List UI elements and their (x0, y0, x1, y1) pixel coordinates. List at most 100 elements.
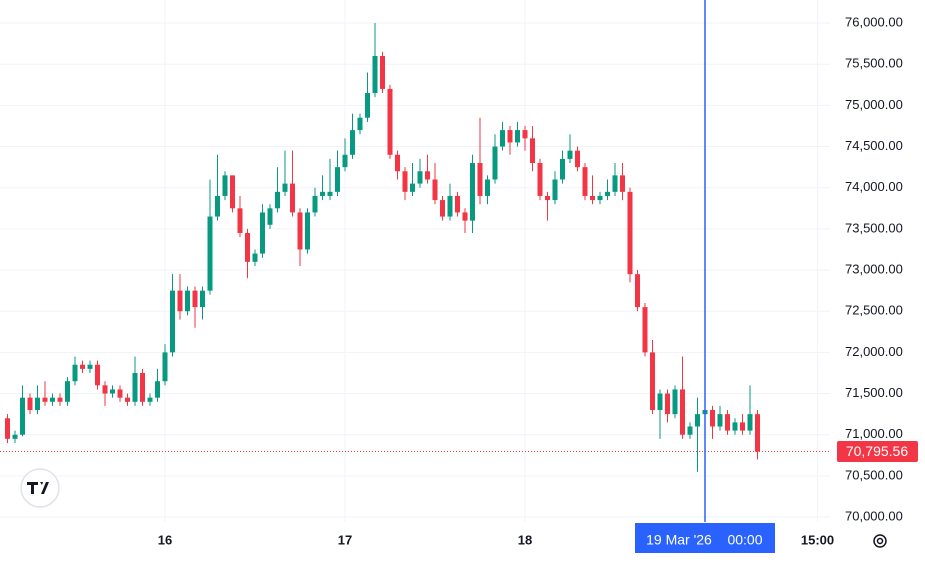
y-tick-label: 74,000.00 (845, 179, 903, 194)
candle-body (27, 397, 33, 411)
overlay: 70,000.00 70,500.00 71,000.00 71,500.00 72,0… (0, 0, 918, 553)
candle-body (155, 381, 160, 398)
y-tick-label: 73,500.00 (845, 220, 903, 235)
y-tick-label: 70,500.00 (845, 467, 903, 482)
candle-body (635, 274, 640, 308)
candle-body (425, 171, 430, 180)
candle-body (627, 191, 633, 275)
candle-body (470, 163, 475, 221)
candle-body (260, 212, 265, 254)
candle-body (590, 195, 595, 201)
candle-body (537, 163, 543, 196)
x-tick-label: 17 (338, 532, 352, 547)
candle-body (80, 364, 85, 369)
candle-body (710, 410, 715, 427)
candle-body (665, 393, 670, 415)
candle-body (207, 216, 213, 291)
candle-body (642, 307, 648, 353)
candle-body (170, 290, 175, 353)
candle-body (410, 183, 415, 192)
candle-body (455, 195, 460, 213)
candle-body (252, 253, 258, 262)
candle-body (230, 175, 235, 209)
candle-body (290, 183, 295, 213)
y-tick-label: 71,000.00 (845, 426, 903, 441)
tv-logo[interactable] (20, 468, 60, 508)
candle-body (147, 397, 153, 402)
candle-body (522, 130, 528, 139)
y-tick-label: 73,000.00 (845, 261, 903, 276)
candle-body (612, 175, 618, 192)
candle-body (597, 195, 603, 201)
candle-body (357, 117, 363, 131)
candle-body (35, 397, 40, 411)
candle-body (192, 290, 198, 308)
candle-body (312, 195, 318, 213)
y-tick-label: 70,000.00 (845, 508, 903, 523)
candle-body (650, 352, 655, 411)
candles (5, 23, 760, 472)
candle-body (492, 146, 498, 180)
candle-body (162, 352, 168, 382)
y-tick-label: 75,000.00 (845, 97, 903, 112)
candle-body (140, 372, 145, 402)
candle-body (320, 191, 325, 196)
candle-body (125, 397, 130, 402)
candle-body (740, 422, 745, 431)
candle-body (65, 381, 70, 402)
candle-body (500, 130, 505, 147)
candle-body (605, 191, 610, 196)
candle-body (237, 208, 243, 234)
candle-body (672, 389, 678, 415)
y-tick-label: 71,500.00 (845, 385, 903, 400)
candle-body (117, 389, 123, 398)
candle-body (477, 163, 483, 196)
candle-body (717, 414, 723, 427)
candle-body (305, 212, 310, 250)
candle-body (447, 195, 453, 217)
candle-body (57, 397, 63, 402)
candle-body (680, 389, 685, 435)
candle-body (657, 393, 663, 411)
candle-body (342, 154, 348, 168)
last-price-box (837, 441, 918, 463)
candle-body (177, 290, 183, 312)
candle-body (42, 397, 48, 402)
crosshair-time: 00:00 (727, 532, 762, 548)
candle-body (222, 175, 228, 196)
candle-body (267, 208, 273, 225)
candle-body (200, 290, 205, 308)
candle-body (380, 55, 385, 89)
candle-body (402, 171, 408, 192)
candle-body (87, 364, 93, 369)
candle-body (485, 179, 490, 196)
settings-icon[interactable] (873, 534, 887, 548)
candle-body (95, 364, 100, 386)
candle-body (102, 385, 108, 394)
candle-body (515, 130, 520, 143)
candle-body (687, 426, 693, 435)
grid (0, 0, 830, 522)
candle-body (620, 175, 625, 192)
candle-body (395, 154, 400, 172)
x-tick-label: 16 (158, 532, 172, 547)
candle-body (282, 183, 288, 192)
candle-body (215, 195, 220, 217)
candle-body (387, 88, 393, 155)
candle-body (132, 372, 138, 402)
candle-body (297, 212, 303, 250)
candle-body (732, 422, 738, 431)
candle-body (185, 290, 190, 312)
logo-circle[interactable] (20, 468, 60, 508)
candle-body (245, 233, 250, 262)
crosshair-date: 19 Mar '26 (646, 532, 712, 548)
candle-body (567, 150, 573, 159)
candle-body (350, 130, 355, 155)
candle-body (372, 55, 378, 94)
candle-body (545, 195, 550, 201)
candle-body (747, 414, 753, 431)
gear-outer[interactable] (873, 534, 887, 548)
